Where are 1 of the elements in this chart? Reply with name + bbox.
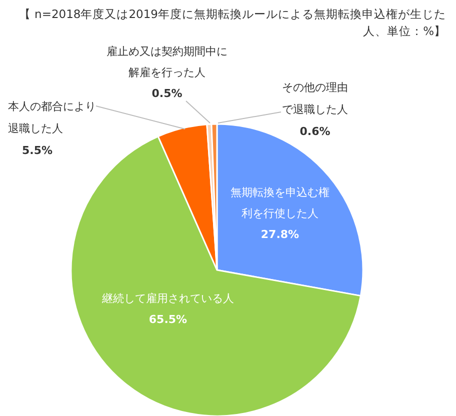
- title: 【 n=2018年度又は2019年度に無期転換ルールによる無期転換申込権が生じた人、単位：%】: [18, 7, 446, 38]
